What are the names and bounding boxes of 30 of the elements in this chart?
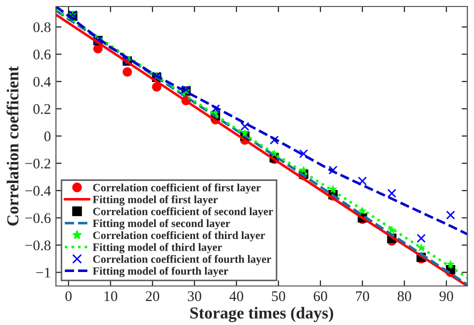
y-tick-label: 0.2 (33, 104, 50, 114)
legend-label: Correlation coefficient of third layer (93, 231, 265, 242)
x-tick-label: 10 (104, 291, 118, 302)
y-tick-label: −0.6 (25, 213, 51, 224)
x-tick-label: 60 (314, 291, 328, 302)
x-tick-label: 70 (356, 291, 370, 302)
legend-label: Correlation coefficient of fourth layer (93, 254, 272, 266)
x-axis-title: Storage times (days) (190, 306, 334, 322)
y-tick-label: 0.6 (33, 50, 51, 60)
legend-label: Correlation coefficient of second layer (93, 207, 273, 218)
y-tick-label: 0.8 (33, 22, 51, 32)
x-tick-label: 80 (398, 291, 412, 302)
legend-label: Fitting model of third layer (92, 243, 222, 254)
y-tick-label: −0.8 (25, 240, 51, 250)
y-tick-label: −0.2 (25, 158, 50, 169)
x-tick-label: 40 (229, 291, 244, 302)
x-tick-label: 30 (188, 291, 202, 302)
y-tick-label: 0 (44, 131, 51, 142)
legend-label: Fitting model of first layer (92, 195, 218, 206)
x-tick-label: 0 (65, 291, 72, 302)
x-tick-label: 90 (440, 291, 454, 302)
y-tick-label: 0.4 (33, 76, 51, 87)
legend-label: Correlation coefficient of first layer (93, 183, 261, 194)
y-tick-label: −1 (36, 268, 50, 278)
y-axis-title: Correlation coefficient (6, 66, 18, 226)
x-tick-label: 20 (146, 291, 160, 302)
y-tick-label: −0.4 (25, 186, 51, 196)
legend-label: Fitting model of second layer (92, 219, 230, 230)
legend-label: Fitting model of fourth layer (92, 266, 228, 278)
x-tick-label: 50 (272, 291, 286, 302)
